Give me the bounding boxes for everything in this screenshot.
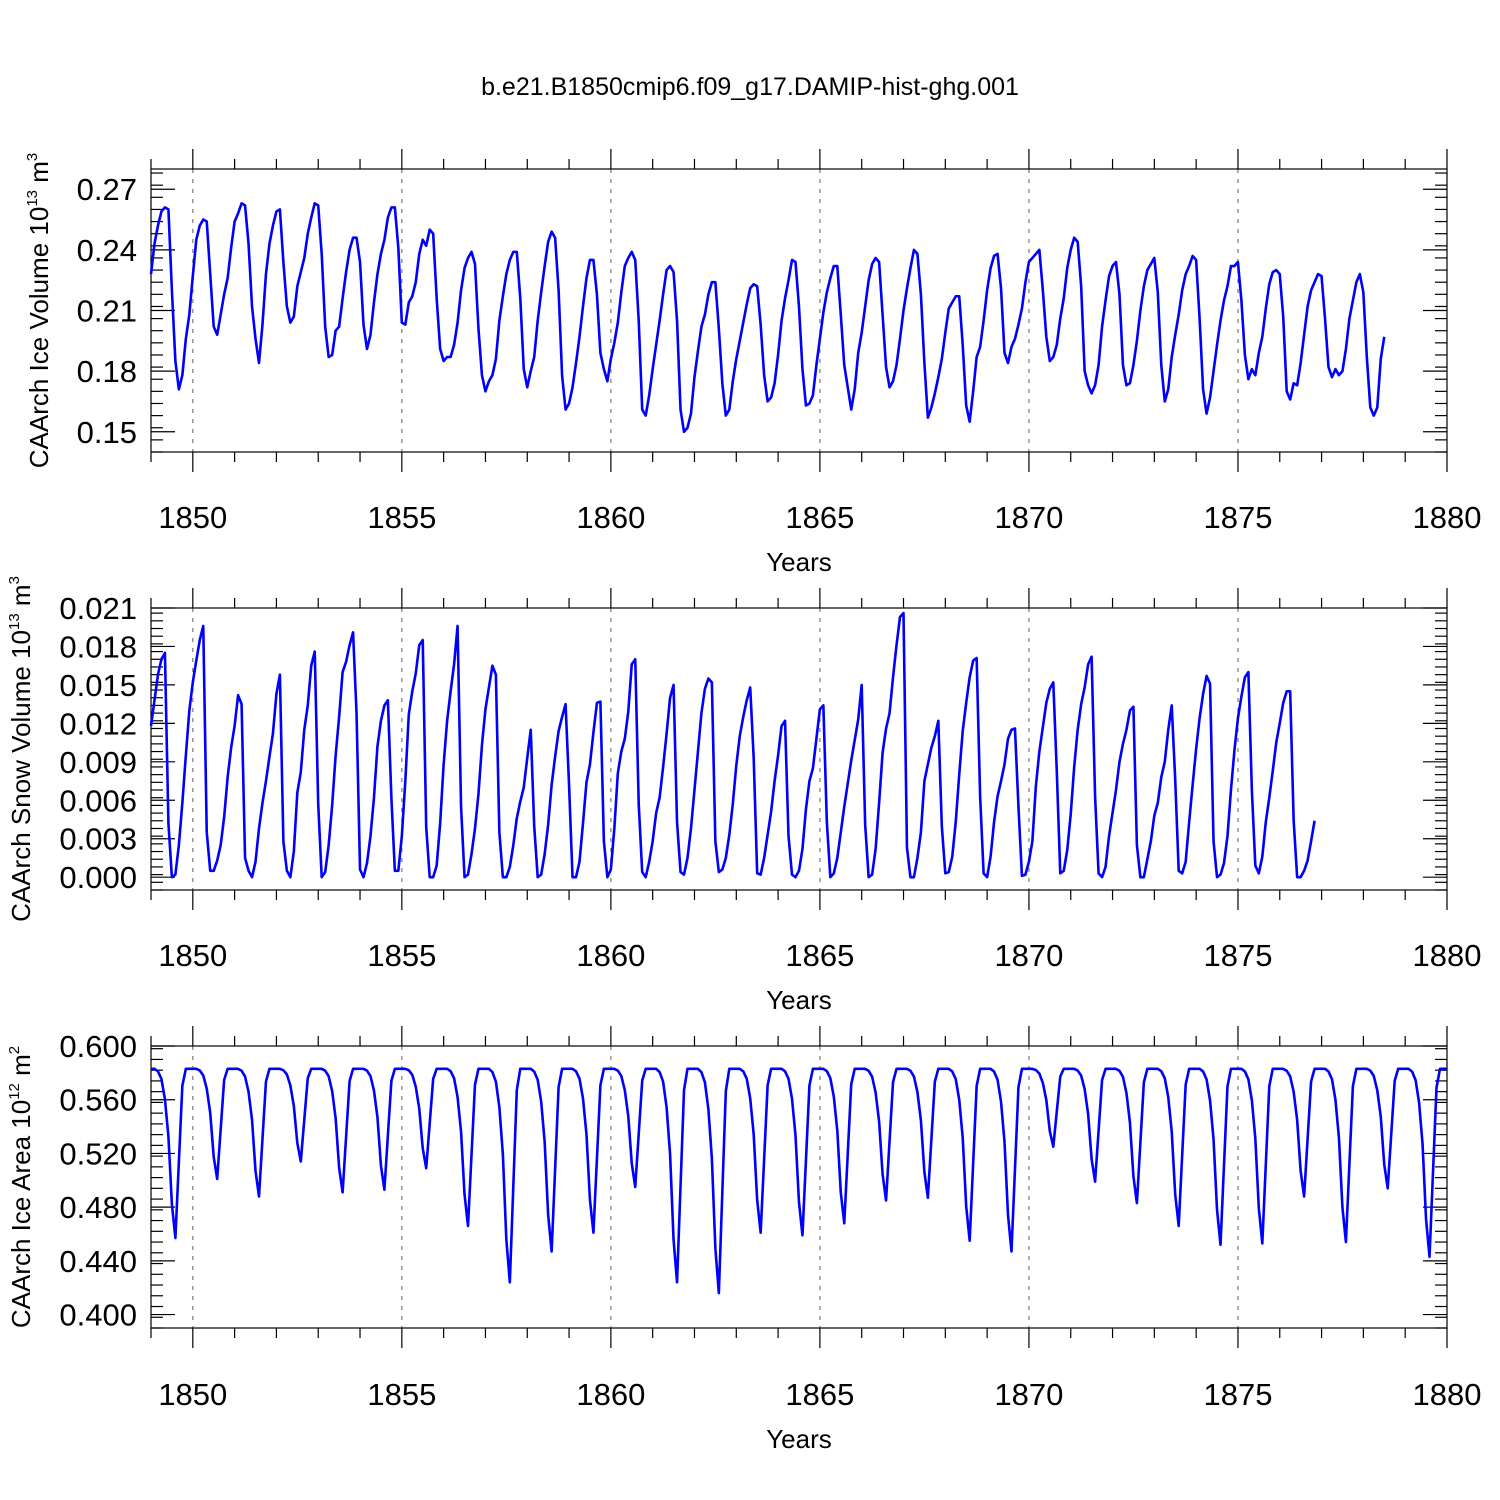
x-axis-title: Years xyxy=(766,547,832,577)
y-tick-label: 0.480 xyxy=(59,1190,137,1225)
y-axis-title-unit: m xyxy=(24,161,54,190)
x-axis-title: Years xyxy=(766,985,832,1015)
x-tick-label: 1865 xyxy=(785,500,854,535)
y-tick-label: 0.018 xyxy=(59,629,137,664)
y-tick-label: 0.21 xyxy=(77,294,137,329)
x-tick-label: 1855 xyxy=(367,1377,436,1412)
y-axis-title: CAArch Ice Volume 1013 m3 xyxy=(24,153,54,469)
ice-area-panel: 1850 1855 1860 1865 1870 1875 1880 Years 0.400 0.… xyxy=(6,1026,1481,1454)
y-axis-title: CAArch Snow Volume 1013 m3 xyxy=(6,576,36,922)
x-tick-label: 1880 xyxy=(1413,1377,1482,1412)
y-tick-label: 0.15 xyxy=(77,415,137,450)
series-line xyxy=(149,202,1386,434)
x-tick-label: 1850 xyxy=(158,1377,227,1412)
y-axis-title-main: CAArch Ice Volume 10 xyxy=(24,207,54,469)
series-line xyxy=(151,1067,1447,1295)
x-tick-label: 1880 xyxy=(1413,500,1482,535)
y-tick-label: 0.440 xyxy=(59,1244,137,1279)
y-axis-title-unit: m xyxy=(6,584,36,613)
y-tick-label: 0.003 xyxy=(59,822,137,857)
x-tick-label: 1850 xyxy=(158,938,227,973)
x-tick-label: 1865 xyxy=(785,1377,854,1412)
y-axis-title-exponent: 13 xyxy=(6,613,23,630)
figure-title: b.e21.B1850cmip6.f09_g17.DAMIP-hist-ghg.… xyxy=(481,73,1019,101)
y-tick-label: 0.021 xyxy=(59,591,137,626)
y-tick-label: 0.600 xyxy=(59,1029,137,1064)
x-tick-label: 1870 xyxy=(994,938,1063,973)
x-tick-label: 1875 xyxy=(1203,938,1272,973)
y-tick-label: 0.24 xyxy=(77,233,137,268)
y-tick-label: 0.400 xyxy=(59,1298,137,1333)
x-tick-label: 1860 xyxy=(576,500,645,535)
x-tick-label: 1875 xyxy=(1203,500,1272,535)
y-axis-title-unit-exponent: 3 xyxy=(24,153,41,161)
y-tick-label: 0.015 xyxy=(59,668,137,703)
x-tick-label: 1855 xyxy=(367,500,436,535)
y-tick-label: 0.000 xyxy=(59,860,137,895)
x-axis-title: Years xyxy=(766,1424,832,1454)
y-tick-label: 0.560 xyxy=(59,1083,137,1118)
x-tick-label: 1870 xyxy=(994,500,1063,535)
x-tick-label: 1870 xyxy=(994,1377,1063,1412)
plot-frame xyxy=(150,1045,1448,1329)
y-axis-title-unit: m xyxy=(6,1054,36,1083)
y-tick-label: 0.18 xyxy=(77,354,137,389)
y-tick-label: 0.006 xyxy=(59,783,137,818)
x-tick-label: 1855 xyxy=(367,938,436,973)
y-axis-title-exponent: 12 xyxy=(6,1083,23,1100)
y-axis-title-unit-exponent: 2 xyxy=(6,1046,23,1054)
x-tick-label: 1865 xyxy=(785,938,854,973)
y-tick-label: 0.012 xyxy=(59,706,137,741)
y-tick-label: 0.27 xyxy=(77,172,137,207)
x-tick-label: 1860 xyxy=(576,1377,645,1412)
y-axis-title: CAArch Ice Area 1012 m2 xyxy=(6,1046,36,1328)
snow-volume-panel: 1850 1855 1860 1865 1870 1875 1880Years0.0000.… xyxy=(6,576,1481,1015)
x-tick-label: 1860 xyxy=(576,938,645,973)
y-axis-title-main: CAArch Snow Volume 10 xyxy=(6,630,36,922)
y-axis-title-unit-exponent: 3 xyxy=(6,576,23,584)
x-tick-label: 1875 xyxy=(1203,1377,1272,1412)
x-tick-label: 1850 xyxy=(158,500,227,535)
series-line xyxy=(149,611,1316,879)
y-tick-label: 0.009 xyxy=(59,745,137,780)
y-tick-label: 0.520 xyxy=(59,1136,137,1171)
plot-frame xyxy=(150,607,1448,891)
x-tick-label: 1880 xyxy=(1413,938,1482,973)
ice-volume-panel: 1850 1855 1860 1865 1870 1875 1880 Years 0.15 0.1… xyxy=(24,149,1481,577)
y-axis-title-exponent: 13 xyxy=(24,190,41,207)
y-axis-title-main: CAArch Ice Area 10 xyxy=(6,1100,36,1328)
